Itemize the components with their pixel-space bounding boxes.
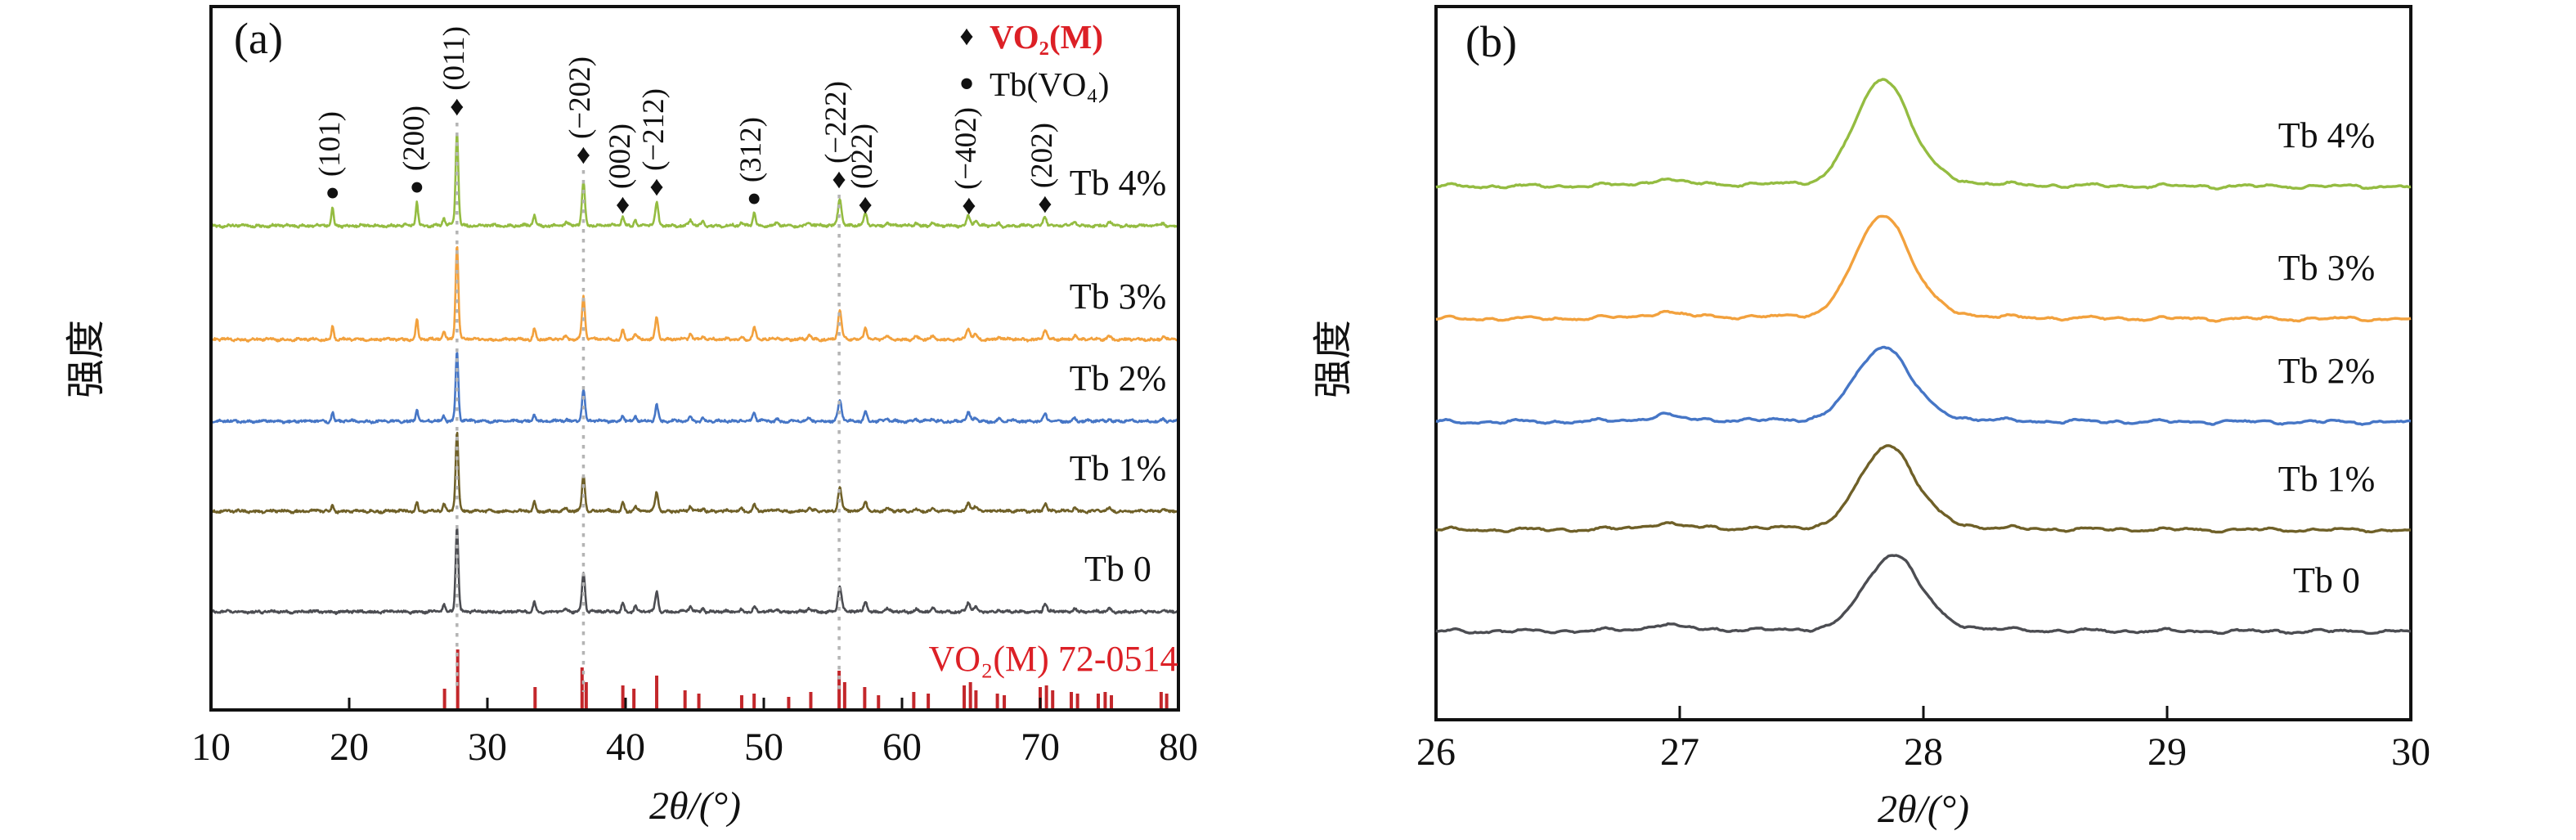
reference-pattern-label: VO₂(M) 72-0514 (928, 639, 1178, 679)
curve-b-tb-2% (1435, 345, 2412, 426)
series-label: Tb 0 (2293, 560, 2360, 600)
series-label: Tb 1% (1069, 448, 1167, 488)
peak-marker-icon: ♦ (832, 164, 846, 195)
legend: ♦ VO₂(M) • Tb(VO₄) (947, 13, 1109, 108)
x-tick-label: 20 (330, 725, 369, 769)
peak-label: (312) (734, 116, 769, 182)
legend-label-vo2m: VO₂(M) (990, 18, 1103, 56)
legend-label-tbvo4: Tb(VO₄) (990, 65, 1110, 103)
peak-label: (−202) (563, 56, 598, 139)
panel-b-axes-box (1434, 5, 2412, 721)
series-label: Tb 3% (1069, 276, 1167, 317)
panel-a-ylabel: 强度 (65, 320, 108, 399)
curve-a-tb-1% (209, 431, 1179, 514)
series-label: Tb 0 (1084, 549, 1151, 589)
curve-a-tb-3% (210, 245, 1179, 343)
x-tick-label: 10 (191, 725, 231, 769)
panel-a-xlabel: 2θ/(°) (648, 784, 742, 828)
panel-b-letter: (b) (1465, 17, 1517, 66)
peak-label: (−212) (637, 88, 671, 171)
panel-b-xlabel: 2θ/(°) (1877, 788, 1970, 831)
peak-marker-icon: ♦ (1038, 189, 1052, 219)
x-tick-label: 60 (882, 725, 922, 769)
peak-label: (101) (312, 110, 347, 177)
peak-label: (011) (437, 26, 471, 91)
series-label: Tb 1% (2278, 459, 2376, 499)
x-tick-label: 30 (2391, 730, 2430, 774)
curve-b-tb-0 (1435, 554, 2412, 636)
legend-item-tbvo4: • Tb(VO₄) (947, 61, 1109, 108)
curve-b-tb-3% (1435, 214, 2412, 323)
series-label: Tb 4% (2278, 115, 2376, 155)
peak-label: (200) (397, 105, 431, 171)
dot-icon: • (958, 59, 975, 110)
curve-a-tb-2% (210, 352, 1179, 424)
series-label: Tb 2% (1069, 358, 1167, 398)
x-tick-label: 40 (606, 725, 645, 769)
peak-marker-icon: • (746, 174, 762, 223)
curve-a-tb-0 (209, 528, 1179, 615)
panel-a-plot (209, 5, 1180, 712)
curve-b-tb-4% (1435, 78, 2412, 191)
peak-marker-icon: • (325, 168, 341, 218)
peak-label: (−402) (949, 106, 983, 190)
panel-a-axes-box (209, 5, 1180, 712)
series-label: Tb 2% (2278, 351, 2376, 391)
x-tick-label: 27 (1660, 730, 1699, 774)
x-tick-label: 30 (468, 725, 507, 769)
series-label: Tb 4% (1069, 163, 1167, 203)
panel-b-plot (1434, 5, 2412, 721)
x-tick-label: 70 (1021, 725, 1060, 769)
x-tick-label: 29 (2147, 730, 2187, 774)
curve-b-tb-1% (1435, 444, 2411, 534)
x-tick-label: 26 (1416, 730, 1456, 774)
diamond-icon: ♦ (959, 21, 974, 52)
peak-marker-icon: ♦ (450, 92, 464, 122)
peak-marker-icon: • (409, 163, 425, 212)
series-label: Tb 3% (2278, 248, 2376, 288)
peak-marker-icon: ♦ (858, 190, 873, 220)
curve-a-tb-4% (209, 133, 1179, 229)
peak-marker-icon: ♦ (962, 191, 976, 221)
peak-label: (202) (1025, 122, 1059, 188)
panel-a-letter: (a) (234, 14, 283, 63)
peak-label: (002) (603, 123, 637, 189)
x-tick-label: 28 (1904, 730, 1943, 774)
peak-label: (022) (846, 123, 880, 189)
x-tick-label: 80 (1159, 725, 1198, 769)
peak-marker-icon: ♦ (615, 190, 631, 220)
peak-marker-icon: ♦ (576, 140, 591, 170)
legend-item-vo2m: ♦ VO₂(M) (947, 13, 1109, 61)
panel-b-ylabel: 强度 (1312, 320, 1355, 399)
peak-marker-icon: ♦ (649, 172, 664, 202)
x-tick-label: 50 (744, 725, 783, 769)
